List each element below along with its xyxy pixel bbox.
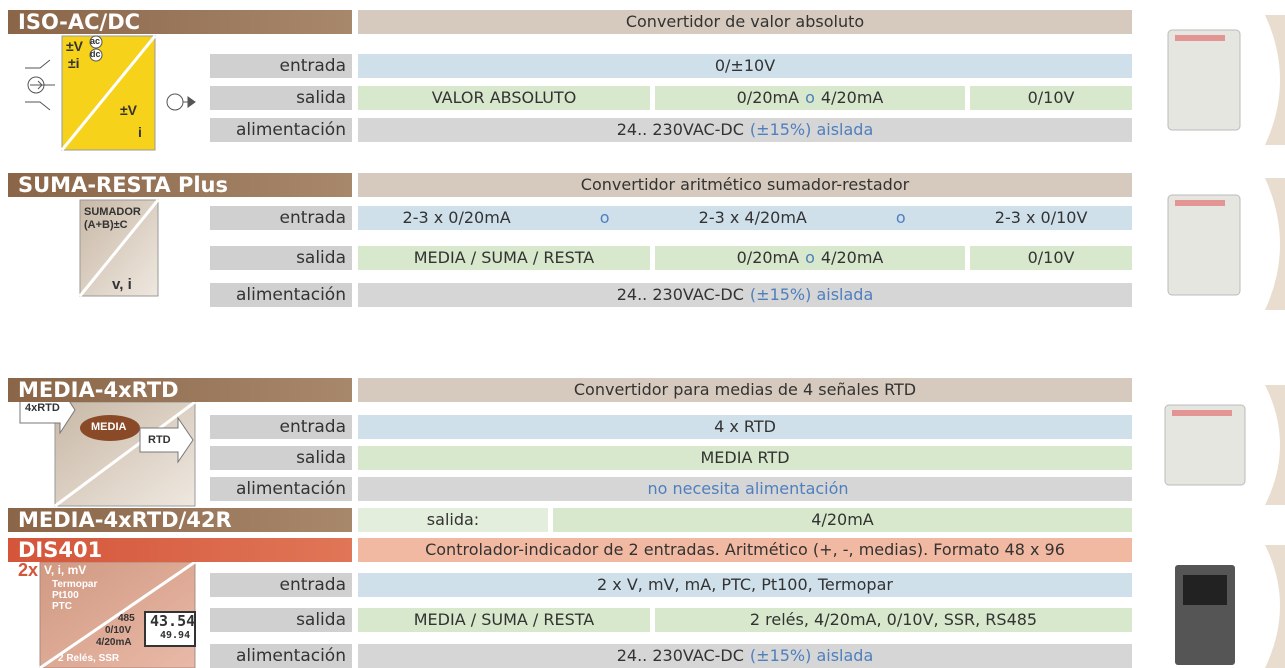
icon-text: MEDIA [91, 421, 127, 433]
cell: 24.. 230VAC-DC (±15%) aislada [358, 644, 1132, 668]
cell-text: 4 x RTD [714, 417, 776, 436]
cell: 2 x V, mV, mA, PTC, Pt100, Termopar [358, 573, 1132, 597]
cell: VALOR ABSOLUTO [358, 86, 650, 110]
row-label: salida [210, 446, 352, 470]
product-name: SUMA-RESTA Plus [8, 173, 352, 197]
cell-text: (±15%) aislada [749, 120, 874, 139]
variant-value: 4/20mA [553, 508, 1132, 532]
row-label: entrada [210, 206, 352, 230]
variant-label: salida: [358, 508, 548, 532]
icon-text: ±i [68, 55, 80, 71]
cell: 0/±10V [358, 54, 1132, 78]
cell-text: 2-3 x 0/20mA [402, 208, 511, 227]
icon-text: ±V [120, 102, 138, 118]
icon-text: 43.54 [150, 612, 196, 630]
icon-text: SUMADOR [84, 206, 141, 218]
cell: 2-3 x 0/20mA o 2-3 x 4/20mA o 2-3 x 0/10V [358, 206, 1132, 230]
icon-text: PTC [52, 601, 72, 612]
cell-text: 0/±10V [714, 56, 776, 75]
cell: 24.. 230VAC-DC (±15%) aislada [358, 118, 1132, 142]
cell-text: 0/10V [1027, 88, 1075, 107]
row-label: entrada [210, 415, 352, 439]
cell: 0/10V [970, 246, 1132, 270]
cell-text: (±15%) aislada [749, 285, 874, 304]
cell-text: no necesita alimentación [647, 479, 849, 498]
cell: 0/20mA o 4/20mA [655, 246, 965, 270]
row-label: entrada [210, 54, 352, 78]
row-label: alimentación [210, 283, 352, 307]
row-label: alimentación [210, 118, 352, 142]
cell-text: o [805, 88, 815, 107]
product-description: Convertidor para medias de 4 señales RTD [358, 378, 1132, 402]
icon-text: 0/10V [105, 625, 132, 636]
cell-text: 0/20mA [736, 248, 800, 267]
product-description: Controlador-indicador de 2 entradas. Ari… [358, 538, 1132, 562]
cell-text: MEDIA RTD [700, 448, 790, 467]
icon-text: 4xRTD [25, 402, 60, 414]
product-name: ISO-AC/DC [8, 10, 352, 34]
cell-text: o [805, 248, 815, 267]
cell-text: 2 relés, 4/20mA, 0/10V, SSR, RS485 [749, 610, 1038, 629]
cell-text: 0/20mA [736, 88, 800, 107]
icon-text: dc [90, 49, 101, 59]
icon-text: ±V [66, 38, 84, 54]
cell: MEDIA / SUMA / RESTA [358, 246, 650, 270]
cell-text: o [599, 208, 610, 227]
icon-text: 49.94 [160, 630, 191, 641]
cell: 0/10V [970, 86, 1132, 110]
row-label: salida [210, 246, 352, 270]
icon-text: 2 Relés, SSR [58, 653, 120, 664]
cell-text: 4/20mA [820, 88, 884, 107]
icon-text: 4/20mA [96, 637, 132, 648]
product-description: Convertidor de valor absoluto [358, 10, 1132, 34]
icon-text: ac [90, 36, 101, 46]
row-label: salida [210, 608, 352, 632]
icon-text: (A+B)±C [84, 219, 128, 231]
row-label: alimentación [210, 644, 352, 668]
cell: 24.. 230VAC-DC (±15%) aislada [358, 283, 1132, 307]
icon-text: RTD [148, 434, 171, 446]
cell-text: 2 x V, mV, mA, PTC, Pt100, Termopar [597, 575, 893, 594]
cell-text: 24.. 230VAC-DC [616, 120, 744, 139]
icon-text: 2x [18, 560, 39, 580]
cell-text: 24.. 230VAC-DC [616, 285, 744, 304]
row-label: entrada [210, 573, 352, 597]
cell: 4 x RTD [358, 415, 1132, 439]
cell-text: 2-3 x 0/10V [994, 208, 1088, 227]
cell: 2 relés, 4/20mA, 0/10V, SSR, RS485 [655, 608, 1132, 632]
product-name: MEDIA-4xRTD [8, 378, 352, 402]
row-label: alimentación [210, 477, 352, 501]
row-label: salida [210, 86, 352, 110]
icon-text: Termopar [52, 579, 98, 590]
icon-text: 485 [118, 613, 135, 624]
cell: no necesita alimentación [358, 477, 1132, 501]
product-description: Convertidor aritmético sumador-restador [358, 173, 1132, 197]
cell: 0/20mA o 4/20mA [655, 86, 965, 110]
cell-text: o [895, 208, 906, 227]
cell: MEDIA RTD [358, 446, 1132, 470]
cell-text: MEDIA / SUMA / RESTA [413, 248, 595, 267]
cell-text: (±15%) aislada [749, 646, 874, 665]
icon-text: V, i, mV [44, 563, 87, 577]
cell: MEDIA / SUMA / RESTA [358, 608, 650, 632]
cell-text: 4/20mA [820, 248, 884, 267]
icon-text: v, i [112, 276, 132, 293]
icon-text: i [138, 124, 142, 140]
cell-text: 24.. 230VAC-DC [616, 646, 744, 665]
variant-name: MEDIA-4xRTD/42R [8, 508, 352, 532]
product-name: DIS401 [8, 538, 352, 562]
icon-text: Pt100 [52, 590, 79, 601]
cell-text: 0/10V [1027, 248, 1075, 267]
cell-text: VALOR ABSOLUTO [431, 88, 577, 107]
cell-text: MEDIA / SUMA / RESTA [413, 610, 595, 629]
cell-text: 2-3 x 4/20mA [698, 208, 807, 227]
